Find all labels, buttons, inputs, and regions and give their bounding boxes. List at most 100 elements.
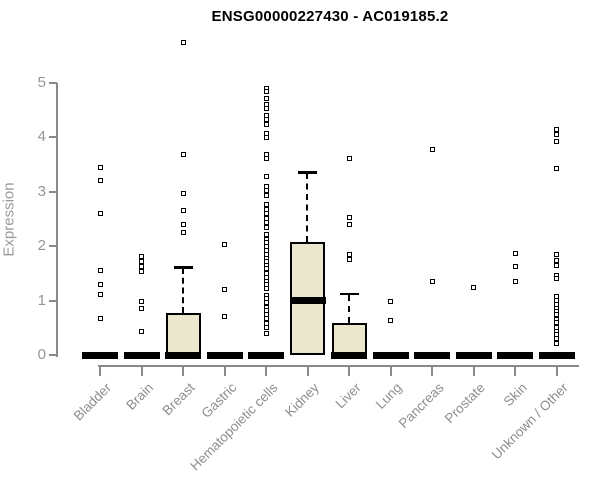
median-line bbox=[165, 351, 201, 359]
median-line bbox=[248, 351, 284, 359]
y-tick bbox=[49, 245, 57, 248]
box bbox=[165, 312, 201, 355]
outlier-point bbox=[222, 241, 227, 247]
y-tick-label: 0 bbox=[37, 346, 46, 363]
y-tick-label: 3 bbox=[37, 182, 46, 200]
y-tick bbox=[49, 136, 57, 139]
outlier-point bbox=[139, 264, 144, 270]
x-tick-label: Breast bbox=[159, 380, 198, 419]
outlier-point bbox=[139, 258, 144, 264]
outlier-point bbox=[263, 89, 269, 95]
outlier-point bbox=[139, 269, 144, 275]
outlier-point bbox=[180, 39, 186, 45]
y-tick bbox=[49, 190, 57, 193]
x-tick bbox=[223, 365, 226, 376]
outlier-point bbox=[97, 165, 103, 171]
outlier-point bbox=[263, 116, 269, 122]
x-tick bbox=[389, 365, 392, 376]
outlier-point bbox=[346, 222, 352, 228]
outlier-point bbox=[180, 229, 186, 235]
outlier-point bbox=[429, 278, 435, 284]
outlier-point bbox=[263, 330, 269, 336]
outlier-point bbox=[222, 314, 227, 320]
y-tick-label: 5 bbox=[37, 74, 46, 91]
x-tick bbox=[306, 365, 309, 376]
outlier-point bbox=[346, 256, 352, 262]
median-line bbox=[497, 351, 533, 359]
outlier-point bbox=[263, 187, 269, 193]
outlier-point bbox=[263, 134, 269, 140]
y-tick bbox=[49, 82, 57, 84]
outlier-point bbox=[222, 287, 227, 293]
outlier-point bbox=[263, 155, 269, 161]
x-tick bbox=[555, 365, 558, 376]
outlier-point bbox=[554, 340, 559, 346]
outlier-point bbox=[139, 329, 144, 335]
x-tick-label: Prostate bbox=[441, 380, 489, 427]
outlier-point bbox=[97, 315, 103, 321]
outlier-point bbox=[388, 318, 393, 324]
outlier-point bbox=[471, 284, 476, 290]
outlier-point bbox=[263, 225, 269, 231]
outlier-point bbox=[554, 126, 559, 132]
outlier-point bbox=[97, 267, 103, 273]
x-tick bbox=[182, 365, 184, 376]
median-line bbox=[414, 351, 450, 359]
whisker-line bbox=[347, 294, 350, 323]
outlier-point bbox=[512, 250, 518, 256]
outlier-point bbox=[346, 214, 352, 220]
outlier-point bbox=[263, 192, 269, 198]
x-axis bbox=[98, 365, 579, 367]
outlier-point bbox=[263, 316, 269, 322]
median-line bbox=[206, 351, 243, 359]
x-tick-label: Skin bbox=[500, 380, 530, 410]
whisker-cap bbox=[173, 266, 193, 269]
median-line bbox=[538, 351, 575, 359]
chart-title: ENSG00000227430 - AC019185.2 bbox=[211, 8, 449, 25]
y-tick bbox=[49, 354, 57, 356]
outlier-point bbox=[97, 281, 103, 287]
median-line bbox=[372, 351, 409, 359]
outlier-point bbox=[429, 147, 435, 153]
outlier-point bbox=[263, 121, 269, 127]
x-tick-label: Unknown / Other bbox=[488, 380, 572, 463]
x-tick-label: Lung bbox=[373, 380, 406, 412]
outlier-point bbox=[554, 132, 559, 138]
outlier-point bbox=[139, 299, 144, 305]
outlier-point bbox=[263, 105, 269, 111]
outlier-point bbox=[180, 208, 186, 214]
x-tick bbox=[514, 365, 516, 376]
outlier-point bbox=[97, 178, 103, 184]
outlier-point bbox=[97, 291, 103, 297]
outlier-point bbox=[512, 264, 518, 270]
median-line bbox=[331, 351, 367, 359]
y-axis bbox=[56, 83, 58, 357]
y-axis-label: Expression bbox=[0, 182, 18, 257]
outlier-point bbox=[554, 165, 559, 171]
median-line bbox=[455, 351, 492, 359]
x-tick bbox=[431, 365, 433, 376]
outlier-point bbox=[263, 266, 269, 271]
y-tick bbox=[49, 299, 57, 302]
x-tick-label: Gastric bbox=[198, 380, 240, 421]
outlier-point bbox=[263, 96, 269, 102]
whisker-line bbox=[306, 173, 309, 242]
outlier-point bbox=[139, 254, 144, 260]
x-tick bbox=[140, 365, 143, 376]
whisker-cap bbox=[339, 292, 359, 296]
whisker-line bbox=[181, 268, 184, 313]
outlier-point bbox=[180, 221, 186, 227]
outlier-point bbox=[554, 335, 559, 341]
outlier-point bbox=[180, 190, 186, 196]
x-tick bbox=[472, 365, 475, 376]
outlier-point bbox=[554, 262, 559, 268]
x-tick-label: Liver bbox=[332, 380, 364, 412]
x-tick-label: Pancreas bbox=[395, 380, 447, 431]
median-line bbox=[123, 351, 160, 359]
outlier-point bbox=[554, 252, 559, 258]
outlier-point bbox=[263, 174, 269, 180]
outlier-point bbox=[263, 325, 269, 331]
x-tick bbox=[265, 365, 267, 376]
outlier-point bbox=[139, 305, 144, 311]
